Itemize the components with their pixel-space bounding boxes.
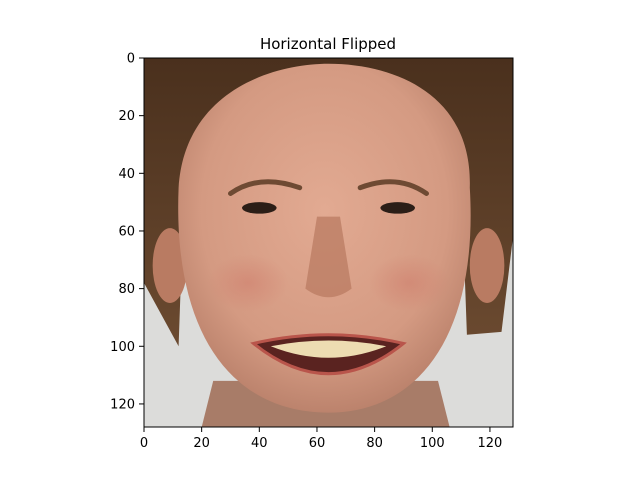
eye-right	[380, 202, 415, 214]
chart-title: Horizontal Flipped	[260, 35, 396, 53]
x-tick-label: 20	[193, 436, 210, 451]
face-image	[144, 58, 513, 427]
x-tick-label: 40	[251, 436, 268, 451]
nose	[305, 216, 352, 298]
x-axis-ticks: 0 20 40 60 80 100 120	[140, 427, 502, 451]
ear-left	[152, 228, 188, 304]
cheek-left	[207, 254, 289, 312]
x-tick-label: 60	[309, 436, 326, 451]
y-tick-label: 100	[110, 340, 135, 355]
y-axis-ticks: 0 20 40 60 80 100 120	[110, 52, 144, 412]
y-tick-label: 20	[118, 109, 135, 124]
ear-right	[469, 228, 505, 304]
x-tick-label: 0	[140, 436, 148, 451]
y-tick-label: 120	[110, 397, 135, 412]
x-tick-label: 80	[366, 436, 383, 451]
x-tick-label: 120	[478, 436, 503, 451]
axes-frame	[143, 57, 514, 428]
x-tick-label: 100	[420, 436, 445, 451]
eye-left	[242, 202, 277, 214]
cheek-right	[368, 254, 450, 312]
teeth	[270, 340, 387, 358]
y-tick-label: 60	[118, 224, 135, 239]
y-tick-label: 0	[127, 52, 135, 67]
eyebrow-left	[228, 179, 303, 196]
y-tick-label: 40	[118, 167, 135, 182]
axes-border	[143, 57, 514, 428]
y-tick-label: 80	[118, 282, 135, 297]
eyebrow-right	[357, 179, 429, 196]
